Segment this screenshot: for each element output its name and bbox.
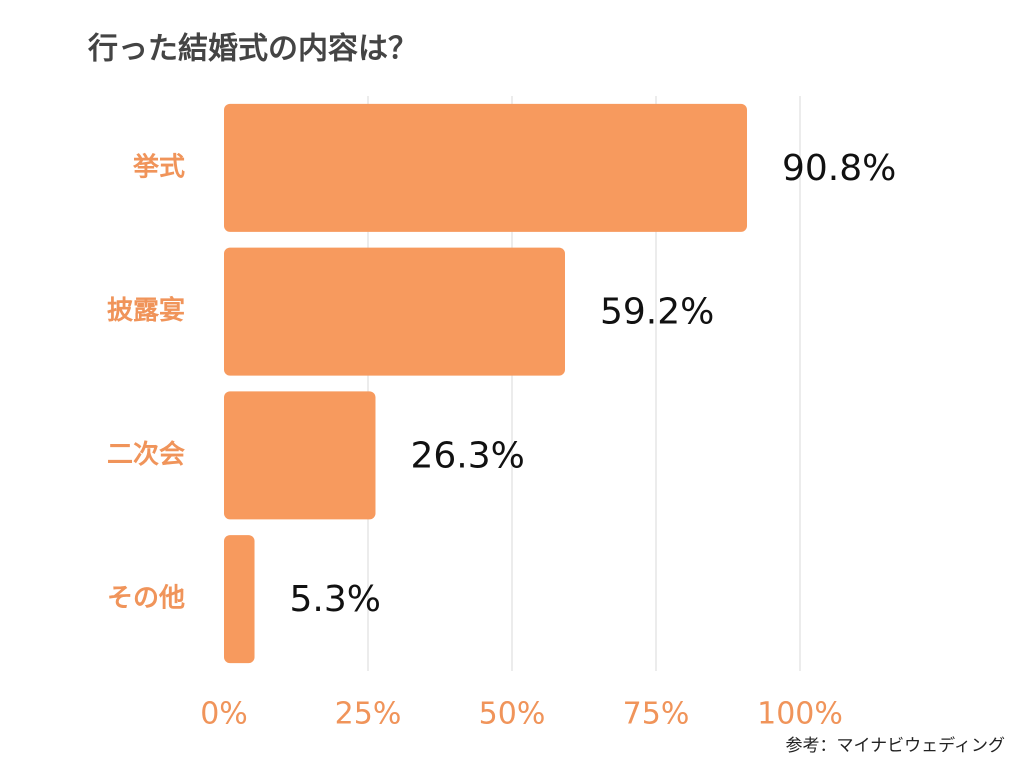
x-tick-label: 0% <box>200 697 248 732</box>
value-label: 59.2% <box>600 292 714 333</box>
y-tick-label: 挙式 <box>132 152 185 182</box>
value-label: 90.8% <box>782 148 896 189</box>
value-label: 26.3% <box>410 435 524 476</box>
bar <box>224 391 376 520</box>
y-tick-label: その他 <box>107 584 185 614</box>
bar <box>224 535 255 664</box>
y-tick-label: 二次会 <box>107 440 185 470</box>
chart-title: 行った結婚式の内容は？ <box>87 32 418 67</box>
x-tick-label: 50% <box>479 697 546 732</box>
y-tick-label: 披露宴 <box>107 295 185 326</box>
bar <box>224 103 748 232</box>
x-tick-label: 100% <box>757 697 843 732</box>
source-note: 参考：マイナビウェディング <box>786 735 1005 756</box>
bar <box>224 247 565 376</box>
value-label: 5.3% <box>290 579 381 620</box>
x-tick-label: 25% <box>335 697 402 732</box>
x-tick-label: 75% <box>623 697 690 732</box>
